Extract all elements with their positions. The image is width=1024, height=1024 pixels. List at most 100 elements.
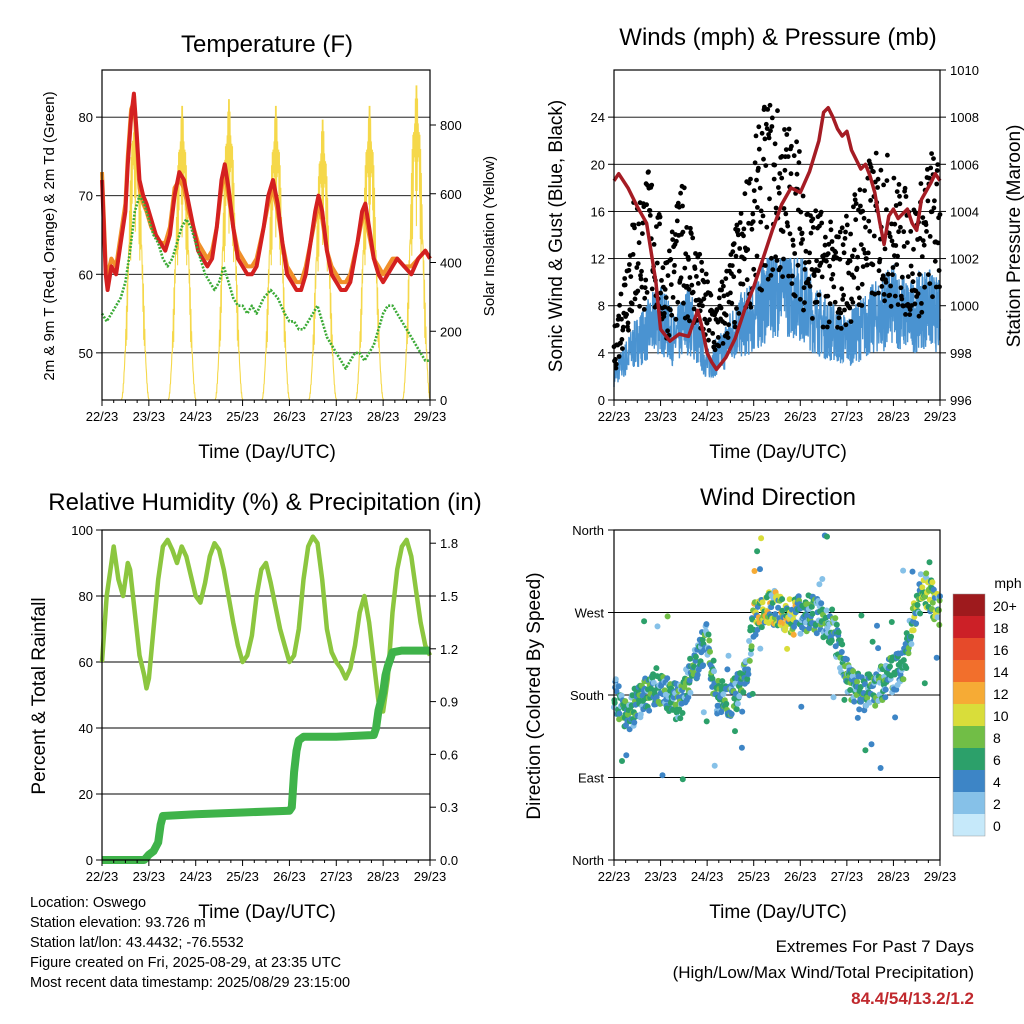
- x-tick-label: 28/23: [367, 869, 400, 884]
- gust-point: [816, 292, 822, 298]
- insolation-line: [120, 95, 150, 401]
- gust-point: [853, 201, 859, 207]
- gust-point: [927, 234, 933, 239]
- gust-point: [643, 277, 649, 283]
- gust-point: [887, 292, 893, 298]
- gust-point: [654, 224, 659, 230]
- direction-point: [613, 688, 620, 695]
- gust-point: [916, 313, 922, 319]
- gust-point: [625, 320, 631, 326]
- gust-point: [736, 311, 742, 316]
- gust-point: [635, 261, 641, 266]
- gust-point: [663, 295, 669, 300]
- direction-point: [734, 700, 741, 707]
- gust-point: [853, 217, 859, 223]
- x-tick-label: 24/23: [179, 409, 212, 424]
- gust-point: [891, 175, 897, 181]
- gust-point: [754, 253, 760, 259]
- gust-point: [710, 331, 716, 336]
- gust-point: [893, 243, 899, 248]
- direction-point: [733, 706, 740, 713]
- gust-point: [824, 324, 830, 330]
- gust-point: [839, 225, 845, 231]
- winds-title: Winds (mph) & Pressure (mb): [619, 24, 936, 51]
- direction-point: [875, 645, 882, 652]
- gust-point: [922, 284, 927, 290]
- gust-point: [684, 225, 690, 230]
- direction-point: [841, 696, 848, 703]
- gust-point: [674, 238, 679, 244]
- x-tick-label: 22/23: [86, 869, 119, 884]
- gust-point: [842, 236, 848, 241]
- gust-point: [858, 242, 864, 248]
- gust-point: [841, 292, 846, 298]
- gust-point: [857, 187, 863, 193]
- gust-point: [831, 284, 837, 290]
- gust-point: [699, 259, 704, 265]
- direction-point: [914, 602, 921, 608]
- direction-point: [892, 714, 899, 721]
- gust-point: [742, 256, 747, 262]
- direction-point: [868, 741, 875, 748]
- gust-point: [835, 324, 840, 330]
- gust-point: [794, 139, 799, 145]
- gust-point: [735, 227, 741, 233]
- direction-point: [919, 584, 926, 591]
- gust-point: [919, 254, 925, 259]
- gust-point: [735, 232, 741, 238]
- gust-point: [936, 268, 942, 273]
- x-tick-label: 27/23: [831, 869, 864, 884]
- gust-point: [673, 316, 679, 322]
- y2-tick-label: 1004: [950, 204, 979, 219]
- gust-point: [661, 311, 667, 316]
- gust-point: [896, 182, 902, 187]
- direction-point: [637, 711, 644, 718]
- direction-point: [679, 710, 686, 716]
- gust-point: [830, 272, 836, 277]
- direction-point: [710, 657, 717, 664]
- gust-point: [686, 286, 692, 292]
- gust-point: [797, 149, 802, 154]
- gust-point: [825, 251, 831, 256]
- gust-point: [662, 287, 668, 292]
- gust-point: [927, 281, 933, 286]
- gust-point: [848, 319, 854, 324]
- gust-point: [737, 220, 743, 225]
- gust-point: [931, 156, 936, 162]
- gust-point: [632, 225, 637, 231]
- gust-point: [725, 335, 731, 340]
- direction-point: [758, 535, 765, 542]
- gust-point: [691, 306, 697, 312]
- y-tick-label: 12: [591, 252, 605, 267]
- gust-point: [662, 304, 668, 310]
- gust-point: [896, 229, 901, 235]
- gust-point: [790, 273, 795, 279]
- direction-point: [650, 679, 657, 686]
- gust-point: [767, 102, 773, 108]
- gust-point: [926, 175, 932, 181]
- gust-point: [905, 274, 911, 279]
- direction-point: [711, 668, 717, 675]
- gust-point: [669, 312, 675, 318]
- gust-point: [668, 282, 674, 287]
- gust-point: [772, 162, 778, 168]
- gust-point: [678, 275, 684, 281]
- gust-point: [929, 151, 934, 157]
- direction-point: [654, 623, 661, 630]
- x-tick-label: 26/23: [784, 869, 817, 884]
- legend-label: 6: [993, 752, 1001, 768]
- legend-label: 10: [993, 708, 1009, 724]
- direction-point: [711, 762, 718, 769]
- gust-point: [798, 241, 804, 246]
- legend-label: 18: [993, 620, 1009, 636]
- direction-point: [719, 678, 726, 685]
- gust-point: [766, 135, 772, 141]
- direction-point: [641, 618, 648, 625]
- y-tick-label: 0: [598, 393, 605, 408]
- direction-point: [923, 570, 930, 577]
- gust-point: [808, 230, 814, 236]
- gust-point: [638, 273, 643, 278]
- gust-point: [694, 274, 699, 279]
- gust-point: [780, 274, 785, 279]
- gust-point: [783, 147, 789, 153]
